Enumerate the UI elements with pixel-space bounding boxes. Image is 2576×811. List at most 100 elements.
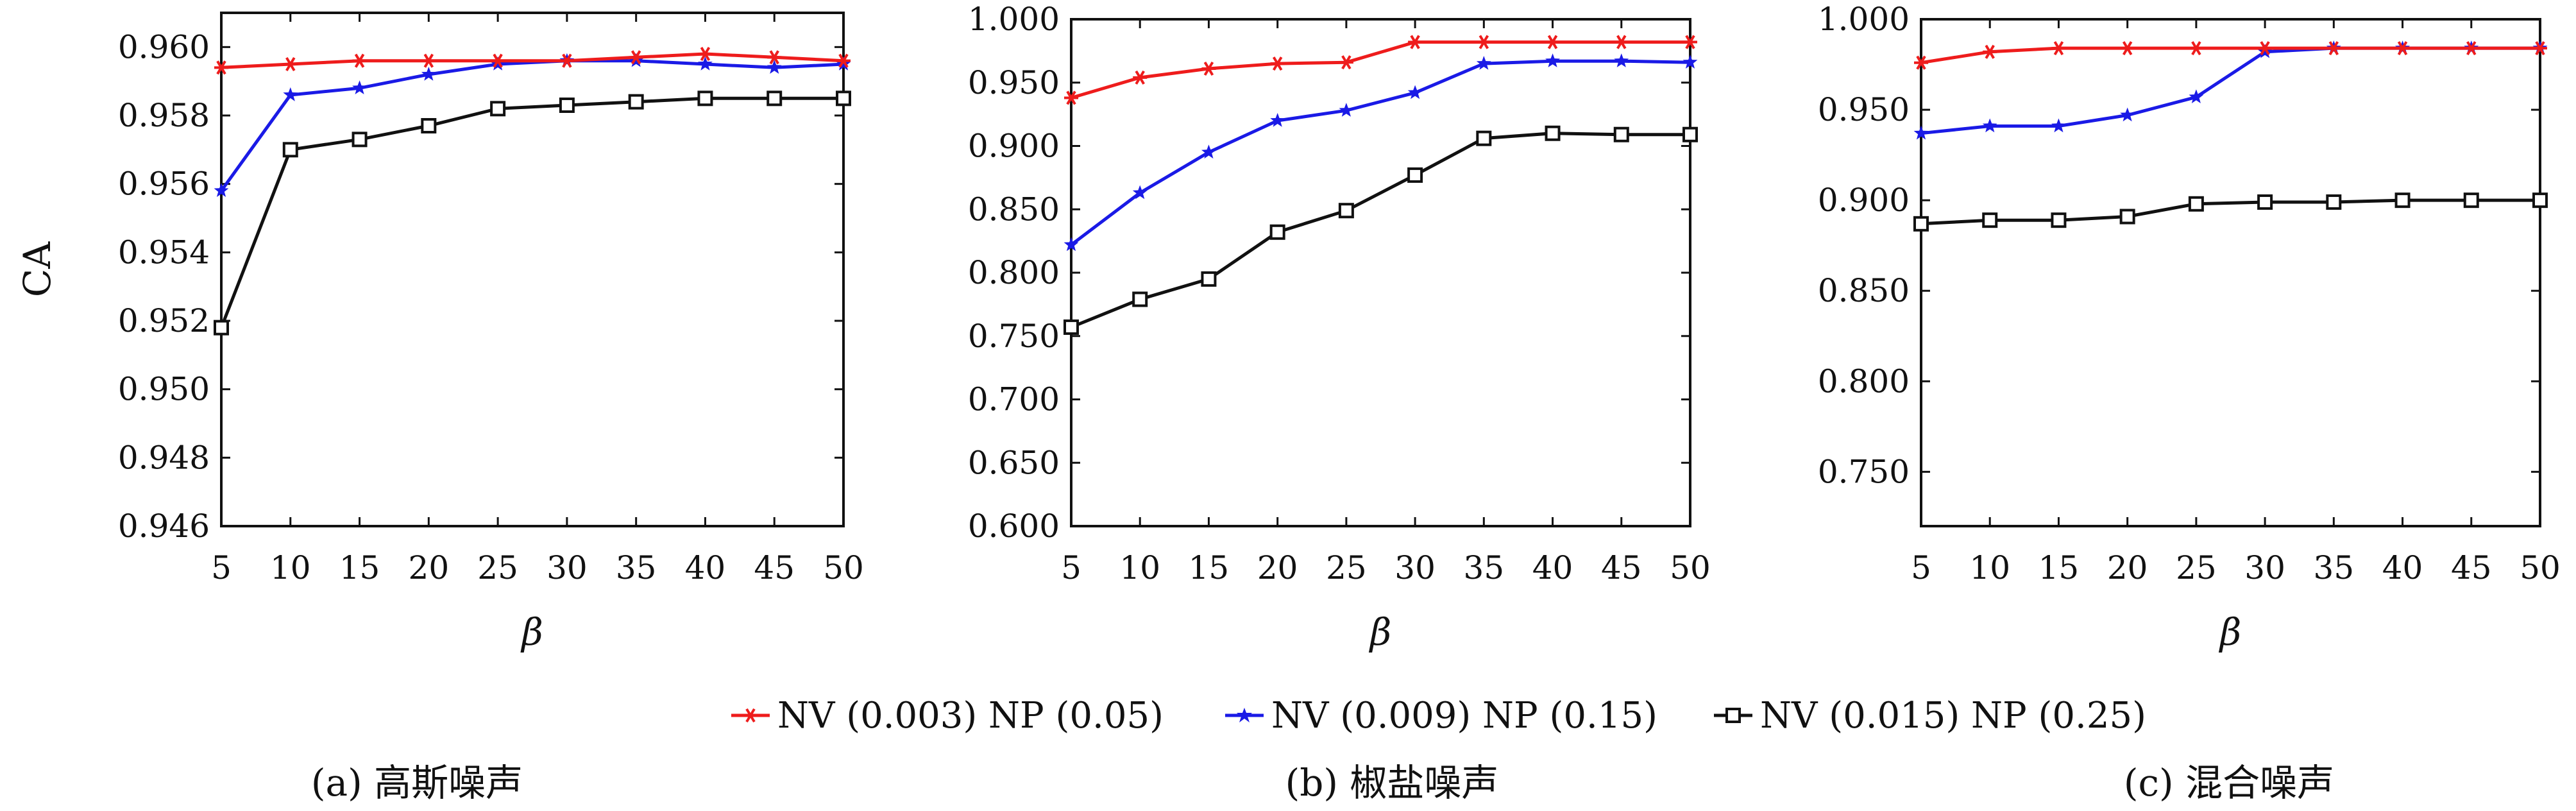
data-point [352,53,367,68]
x-tick-label: 20 [1257,549,1298,586]
data-point [1614,53,1629,67]
data-point [1132,291,1148,307]
series-1 [1914,41,2547,70]
y-tick-label: 0.650 [968,444,1060,481]
data-point [2189,89,2204,103]
data-point [559,53,574,68]
x-tick-label: 20 [2107,549,2148,586]
x-tick-label: 5 [211,549,232,586]
data-point [2051,41,2066,56]
data-point [1982,212,1998,228]
x-tick-label: 50 [2520,549,2561,586]
x-tick-label: 15 [1189,549,1230,586]
data-point [214,320,229,336]
caption-a: (a) 高斯噪声 [311,761,523,805]
data-point [1476,56,1491,70]
x-tick-label: 40 [685,549,726,586]
series-2 [214,53,851,197]
data-point [2120,41,2135,56]
data-point [491,53,505,68]
y-tick-label: 0.950 [968,64,1060,101]
x-tick-label: 30 [1394,549,1436,586]
x-tick-label: 40 [1532,549,1573,586]
x-axis-label: β [520,610,543,654]
x-tick-label: 40 [2382,549,2423,586]
data-point [698,56,713,71]
data-point [2189,41,2203,56]
chart-panel-1: 0.946 0.948 0.950 0.952 0.954 0.956 0.958 0.960… [15,12,864,654]
data-point [628,94,644,110]
x-tick-label: 5 [1911,549,1931,586]
data-point [2394,192,2411,209]
y-tick-label: 0.900 [968,128,1060,165]
data-point [1201,271,1217,287]
data-point [421,118,437,133]
x-tick-label: 10 [270,549,311,586]
data-point [1682,126,1698,142]
data-point [352,80,367,94]
data-point [490,56,505,71]
data-point [767,90,783,107]
y-tick-label: 0.750 [968,318,1060,355]
legend-label-3: NV (0.015) NP (0.25) [1760,695,2146,737]
series-line [219,59,844,192]
series-line [1070,59,1691,246]
data-point [1545,35,1560,49]
data-point [1408,35,1423,49]
star-icon [1237,708,1252,722]
x-tick-label: 15 [2038,549,2080,586]
x-tick-label: 50 [823,549,864,586]
y-tick-label: 0.954 [118,234,210,271]
data-point [1270,56,1285,71]
data-point [1338,203,1354,219]
data-point [490,101,506,117]
data-point [2326,194,2342,210]
y-tick-label: 0.950 [1818,91,1910,128]
series-3 [1063,125,1698,335]
data-point [1133,70,1148,85]
data-point [1132,185,1148,200]
data-point [2258,41,2273,56]
x-tick-label: 10 [1969,549,2010,586]
x-axis-label: β [1369,610,1392,654]
x-tick-label: 25 [2176,549,2217,586]
data-point [1477,35,1491,49]
data-point [1063,237,1079,252]
data-point [767,50,782,65]
data-point [2463,192,2479,209]
x-tick-label: 30 [2244,549,2285,586]
series-line [1920,46,2540,135]
chart-panels: 0.946 0.948 0.950 0.952 0.954 0.956 0.958 0.960… [15,1,2561,654]
data-point [214,183,229,197]
y-axis-label: CA [15,241,59,297]
x-tick-label: 50 [1670,549,1711,586]
data-point [1913,216,1929,232]
plot-frame [1920,18,2541,527]
data-point [1407,167,1423,183]
data-point [1269,224,1285,240]
y-tick-label: 0.800 [1818,363,1910,400]
data-point [1682,55,1698,69]
data-point [697,90,713,107]
data-point [421,67,436,81]
x-axis-label: β [2219,610,2242,654]
y-tick-label: 0.958 [118,97,210,134]
y-tick-label: 0.700 [968,381,1060,418]
data-point [629,50,643,65]
data-point [2532,192,2548,209]
legend-item-2: NV (0.009) NP (0.15) [1225,695,1657,737]
data-point [283,87,298,101]
y-tick-label: 0.900 [1818,182,1910,219]
x-tick-label: 35 [2314,549,2355,586]
y-tick-label: 1.000 [1818,1,1910,38]
data-point [2119,209,2135,225]
y-tick-label: 0.850 [968,191,1060,228]
y-tick-label: 0.948 [118,439,210,476]
data-point [1270,113,1285,127]
data-point [836,53,851,68]
data-point [1914,55,1928,70]
x-tick-label: 45 [1601,549,1642,586]
legend: NV (0.003) NP (0.05) NV (0.009) NP (0.15… [731,695,2146,737]
data-point [1201,61,1216,76]
